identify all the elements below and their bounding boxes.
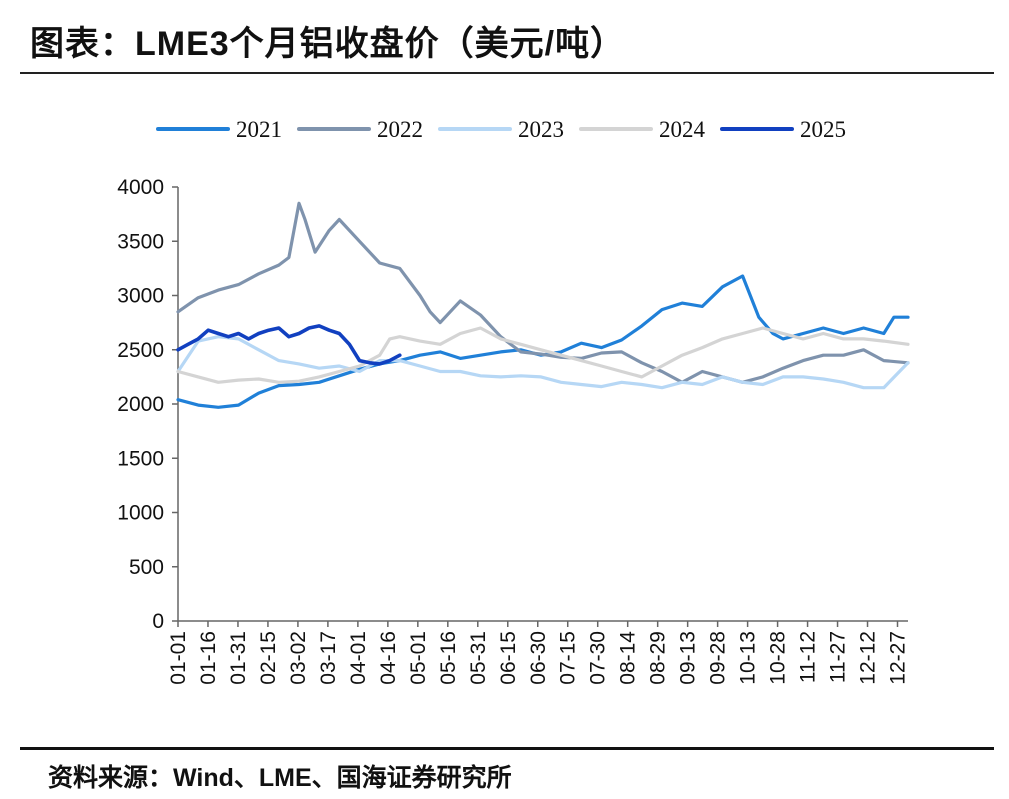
legend: 2021 2022 2023 2024 2025	[156, 117, 846, 142]
title-rule	[20, 72, 994, 74]
x-tick-label: 09-28	[707, 631, 730, 685]
x-tick-label: 07-15	[557, 631, 580, 685]
x-tick-label: 10-28	[767, 631, 790, 685]
x-tick-label: 03-02	[287, 631, 310, 685]
source-rule	[20, 747, 994, 750]
series-line-2022	[176, 201, 910, 384]
x-tick-label: 05-16	[437, 631, 460, 685]
y-axis: 0 500 1000 1500 2000 2500 3000 3500 4000	[117, 176, 179, 633]
x-tick-label: 10-13	[737, 631, 760, 685]
y-tick-label: 0	[152, 610, 164, 633]
x-tick-label: 11-12	[797, 631, 820, 683]
y-tick-label: 500	[129, 556, 164, 579]
x-tick-label: 06-30	[527, 631, 550, 685]
x-tick-label: 05-01	[407, 631, 430, 685]
y-tick-label: 2500	[117, 339, 164, 362]
x-tick-label: 01-16	[197, 631, 220, 685]
y-tick-label: 3500	[117, 230, 164, 253]
x-tick-label: 12-27	[887, 631, 910, 685]
y-tick-label: 1500	[117, 447, 164, 470]
series-line-2025	[176, 324, 402, 366]
x-axis: 01-01 01-16 01-31 02-15 03-02 03-17 04-01 04-16…	[167, 620, 910, 685]
y-tick-label: 4000	[117, 176, 164, 199]
x-tick-label: 08-29	[647, 631, 670, 685]
y-tick-label: 2000	[117, 393, 164, 416]
legend-label-2021: 2021	[236, 117, 282, 142]
x-tick-label: 12-12	[857, 631, 880, 685]
series-line-2021	[176, 274, 910, 409]
x-tick-label: 06-15	[497, 631, 520, 685]
x-tick-label: 01-01	[167, 631, 190, 685]
x-tick-label: 01-31	[227, 631, 250, 685]
line-chart: 2021 2022 2023 2024 2025 0 500 1000 1500 2000 250…	[117, 117, 910, 685]
x-tick-label: 04-01	[347, 631, 370, 685]
x-tick-label: 03-17	[317, 631, 340, 685]
legend-label-2024: 2024	[659, 117, 706, 142]
legend-label-2023: 2023	[518, 117, 564, 142]
x-tick-label: 11-27	[827, 631, 850, 683]
legend-label-2025: 2025	[800, 117, 846, 142]
legend-label-2022: 2022	[377, 117, 423, 142]
series-line-2024	[176, 326, 910, 384]
series-line-2023	[176, 335, 910, 390]
x-tick-label: 07-30	[587, 631, 610, 685]
source-note: 资料来源：Wind、LME、国海证券研究所	[48, 764, 512, 792]
y-tick-label: 1000	[117, 502, 164, 525]
x-tick-label: 09-13	[677, 631, 700, 685]
chart-title: 图表：LME3个月铝收盘价（美元/吨）	[30, 25, 626, 63]
x-tick-label: 04-16	[377, 631, 400, 685]
plot-area	[176, 201, 910, 409]
y-tick-label: 3000	[117, 285, 164, 308]
x-tick-label: 08-14	[617, 631, 640, 685]
x-tick-label: 05-31	[467, 631, 490, 685]
x-tick-label: 02-15	[257, 631, 280, 685]
